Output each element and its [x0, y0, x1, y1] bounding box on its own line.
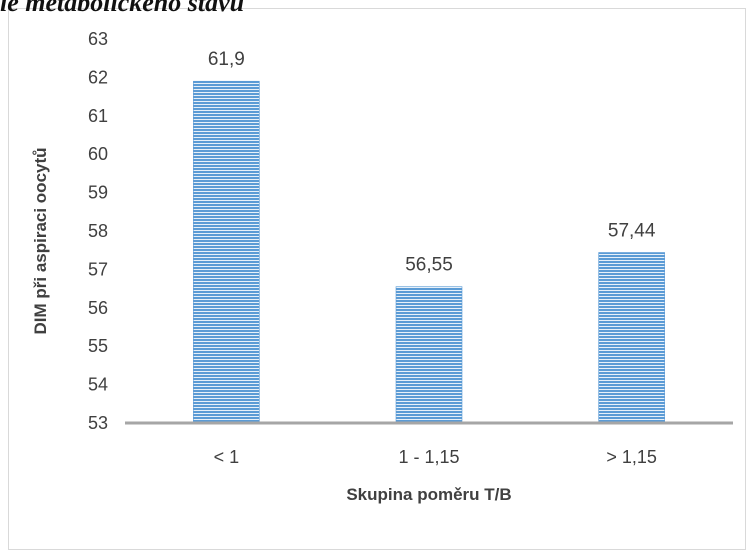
y-tick-label: 62 — [88, 67, 108, 87]
y-axis-title: DIM při aspiraci oocytů — [31, 147, 50, 334]
bar-data-label: 56,55 — [405, 255, 453, 276]
y-tick-label: 57 — [88, 259, 108, 279]
bar — [193, 80, 260, 424]
bar-data-label: 61,9 — [208, 49, 245, 70]
bar-data-label: 57,44 — [608, 221, 656, 242]
y-tick-label: 56 — [88, 298, 108, 318]
bar — [395, 286, 463, 424]
page-heading: ie metabolického stavu — [0, 0, 245, 17]
y-tick-label: 55 — [88, 336, 108, 356]
x-axis-title: Skupina poměru T/B — [346, 485, 511, 504]
y-tick-label: 59 — [88, 183, 108, 203]
bar-chart: 53 54 55 56 57 58 59 60 61 62 63 61,9 56,55 57,44 < … — [31, 29, 733, 504]
x-tick-label: > 1,15 — [606, 447, 657, 467]
y-tick-label: 58 — [88, 221, 108, 241]
x-tick-label: 1 - 1,15 — [398, 447, 459, 467]
x-tick-label: < 1 — [214, 447, 240, 467]
bar — [598, 252, 665, 424]
y-tick-label: 60 — [88, 144, 108, 164]
y-tick-label: 63 — [88, 29, 108, 49]
y-tick-label: 61 — [88, 106, 108, 126]
y-tick-label: 54 — [88, 375, 108, 395]
y-tick-label: 53 — [88, 413, 108, 433]
